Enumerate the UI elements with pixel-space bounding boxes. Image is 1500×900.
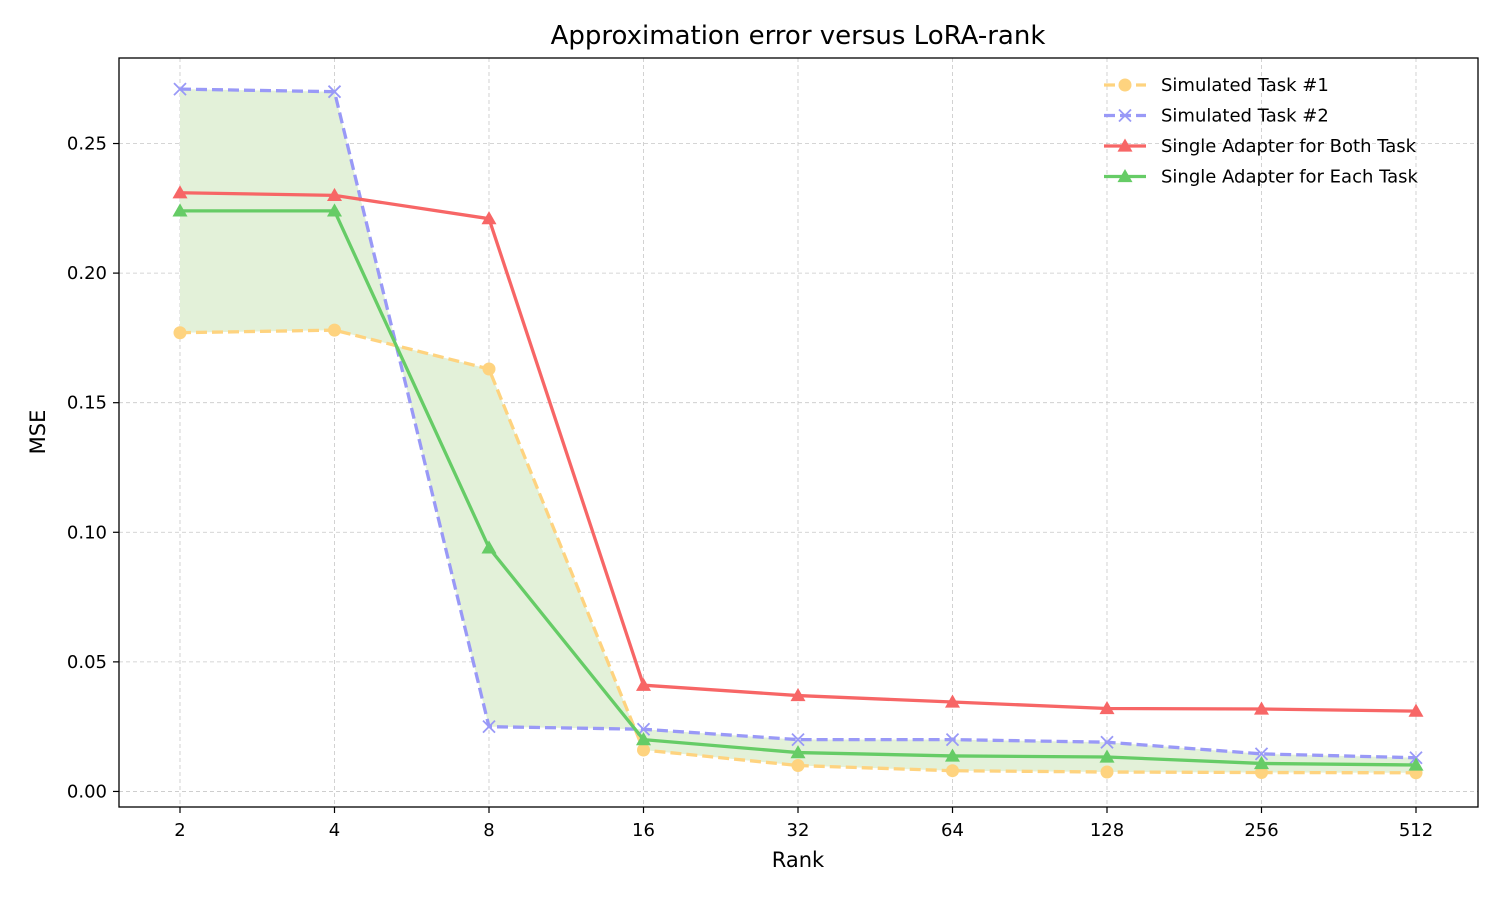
series-layer [172, 82, 1424, 780]
data-point [327, 85, 342, 99]
y-tick-label: 0.05 [67, 652, 107, 673]
data-point [327, 187, 342, 201]
x-tick-label: 2 [174, 820, 185, 841]
fill-region [180, 89, 1416, 773]
data-point [636, 732, 651, 746]
data-point [1254, 755, 1269, 770]
data-point [172, 185, 188, 199]
data-point [1255, 766, 1268, 780]
series-line [179, 87, 1417, 760]
y-axis-title: MSE [26, 410, 50, 455]
legend-marker [1118, 108, 1132, 123]
data-point [1408, 757, 1424, 771]
y-tick-label: 0.15 [67, 393, 107, 414]
data-point [791, 732, 805, 747]
data-point [482, 720, 496, 734]
data-point [173, 326, 187, 340]
legend-entry: Single Adapter for Each Task [1104, 167, 1419, 188]
data-point [1408, 703, 1424, 717]
series-single-adapter-for-both-task [172, 185, 1424, 717]
legend-marker [1117, 138, 1133, 152]
chart-title: Approximation error versus LoRA-rank [551, 21, 1046, 51]
legend: Simulated Task #1 Simulated Task #2 Single… [1104, 75, 1419, 188]
legend-marker [1118, 78, 1132, 92]
data-point [481, 540, 497, 554]
y-tick-label: 0.20 [67, 263, 107, 284]
x-tick-label: 8 [483, 820, 494, 841]
data-point [1099, 749, 1115, 763]
legend-entry: Single Adapter for Both Task [1104, 136, 1417, 157]
data-point [172, 203, 188, 217]
data-point [1100, 765, 1114, 779]
data-point [481, 211, 497, 225]
data-point [173, 82, 187, 96]
data-point [945, 694, 960, 708]
series-single-adapter-for-each-task [172, 203, 1424, 771]
legend-label: Simulated Task #1 [1161, 75, 1329, 96]
data-point [1100, 735, 1114, 749]
y-axis: 0.00 0.05 0.10 0.15 0.20 0.25 [67, 134, 119, 802]
y-tick-label: 0.25 [67, 134, 107, 155]
data-point [945, 748, 960, 762]
data-point [1254, 701, 1269, 715]
data-point [946, 764, 959, 778]
x-axis-title: Rank [772, 848, 825, 872]
data-point [482, 362, 496, 376]
data-point [945, 732, 960, 747]
data-point [1099, 701, 1115, 715]
legend-marker [1117, 169, 1133, 183]
data-point [636, 677, 651, 691]
legend-entry: Simulated Task #1 [1104, 75, 1329, 96]
x-tick-label: 512 [1399, 820, 1433, 841]
y-tick-label: 0.10 [67, 522, 107, 543]
x-tick-label: 16 [632, 820, 655, 841]
legend-entry: Simulated Task #2 [1104, 106, 1329, 127]
legend-label: Single Adapter for Both Task [1161, 136, 1417, 157]
x-axis: 2 4 8 16 32 64 128 256 512 [174, 807, 1433, 841]
legend-label: Single Adapter for Each Task [1161, 167, 1419, 188]
data-point [328, 323, 341, 337]
data-point [790, 688, 806, 702]
y-tick-label: 0.00 [67, 781, 107, 802]
data-point [1254, 747, 1269, 761]
fill-between-area [180, 89, 1416, 773]
x-tick-label: 64 [941, 820, 964, 841]
legend-label: Simulated Task #2 [1161, 106, 1329, 127]
x-tick-label: 4 [329, 820, 340, 841]
x-tick-label: 128 [1090, 820, 1124, 841]
data-point [790, 745, 806, 759]
x-tick-label: 256 [1244, 820, 1278, 841]
data-point [637, 743, 650, 757]
x-tick-label: 32 [787, 820, 810, 841]
data-point [791, 759, 805, 773]
data-point [327, 203, 342, 217]
